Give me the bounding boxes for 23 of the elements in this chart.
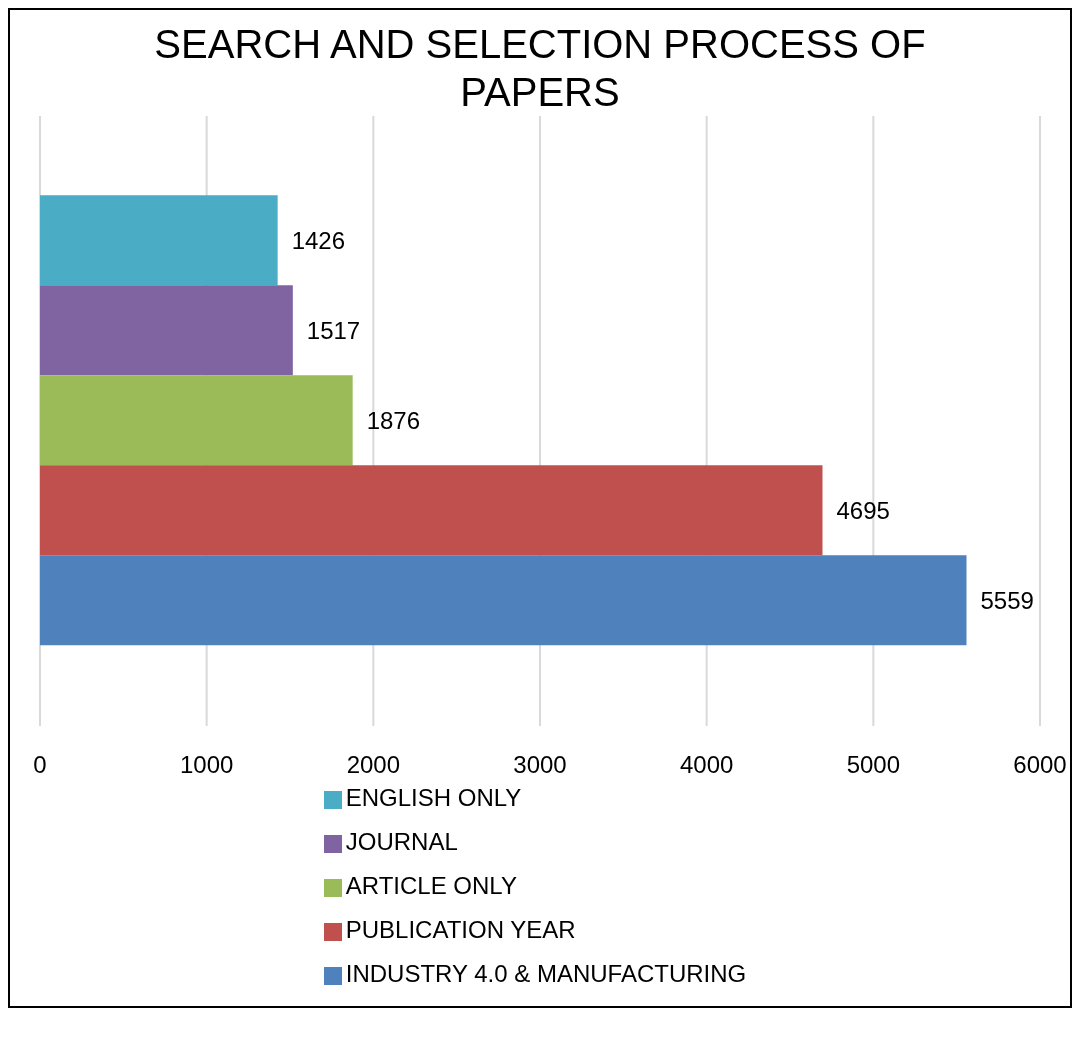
bar bbox=[40, 195, 278, 286]
chart-title: SEARCH AND SELECTION PROCESS OF PAPERS bbox=[153, 21, 927, 116]
x-tick-label: 2000 bbox=[346, 751, 401, 779]
data-label: 1426 bbox=[291, 226, 346, 254]
data-label: 1517 bbox=[306, 316, 361, 344]
bar bbox=[40, 465, 823, 556]
legend-label: JOURNAL bbox=[345, 828, 458, 855]
legend-label: ENGLISH ONLY bbox=[345, 784, 522, 811]
data-label: 4695 bbox=[836, 496, 890, 524]
x-tick-label: 1000 bbox=[179, 751, 234, 779]
x-tick-label: 4000 bbox=[679, 751, 734, 779]
data-label: 1876 bbox=[366, 406, 421, 434]
x-tick-label: 3000 bbox=[513, 751, 567, 779]
bar bbox=[40, 375, 353, 466]
legend-label: INDUSTRY 4.0 & MANUFACTURING bbox=[345, 960, 747, 987]
data-label: 5559 bbox=[980, 586, 1034, 614]
legend-label: ARTICLE ONLY bbox=[345, 872, 517, 899]
legend-label: PUBLICATION YEAR bbox=[345, 916, 576, 943]
x-tick-label: 0 bbox=[33, 751, 47, 779]
x-tick-label: 6000 bbox=[1013, 751, 1067, 779]
x-tick-label: 5000 bbox=[846, 751, 901, 779]
bar bbox=[40, 285, 293, 376]
bar bbox=[40, 555, 967, 646]
